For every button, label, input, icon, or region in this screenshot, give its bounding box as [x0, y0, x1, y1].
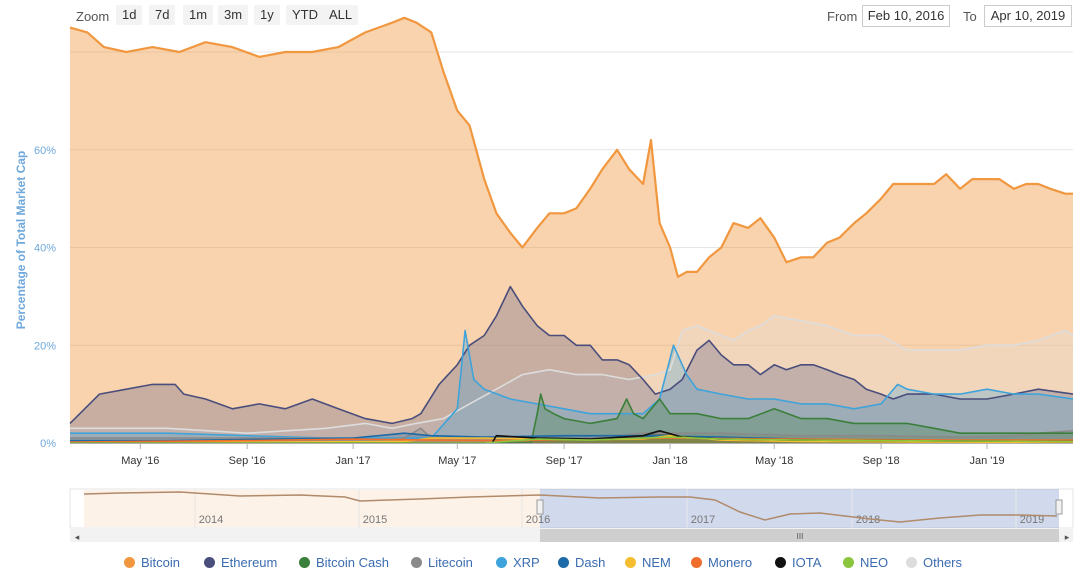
scroll-left-arrow-icon[interactable]: ◂ — [75, 532, 80, 542]
others-area — [70, 315, 1073, 443]
legend-item-dash[interactable]: Dash — [558, 555, 605, 570]
legend-item-nem[interactable]: NEM — [625, 555, 671, 570]
x-tick-label: Jan '17 — [336, 455, 371, 467]
others-line — [70, 315, 1074, 434]
legend-item-litecoin[interactable]: Litecoin — [411, 555, 473, 570]
x-tick-label: Sep '17 — [546, 455, 583, 467]
legend-dot-icon — [843, 557, 854, 568]
legend-dot-icon — [204, 557, 215, 568]
series-areas — [70, 17, 1073, 444]
legend-dot-icon — [411, 557, 422, 568]
y-tick-label: 0% — [40, 438, 56, 450]
bitcoin-cash-area — [70, 394, 1073, 443]
legend-item-neo[interactable]: NEO — [843, 555, 888, 570]
grid-lines — [70, 51, 1073, 346]
legend-label: XRP — [513, 555, 540, 570]
from-date-input[interactable]: Feb 10, 2016 — [862, 5, 950, 27]
legend-dot-icon — [496, 557, 507, 568]
legend-dot-icon — [906, 557, 917, 568]
x-axis: May '16 Sep '16 Jan '17 May '17 Sep '17 Jan '… — [70, 443, 1073, 467]
legend-item-ethereum[interactable]: Ethereum — [204, 555, 277, 570]
legend-label: Ethereum — [221, 555, 278, 570]
y-tick-label: 40% — [34, 243, 56, 255]
xrp-area — [70, 330, 1073, 443]
zoom-ytd-button[interactable]: YTD — [286, 5, 324, 25]
bitcoin-area — [70, 17, 1073, 444]
legend-label: IOTA — [792, 555, 822, 570]
legend-item-iota[interactable]: IOTA — [775, 555, 821, 570]
legend-dot-icon — [625, 557, 636, 568]
legend-label: Monero — [708, 555, 753, 570]
scroll-right-arrow-icon[interactable]: ▸ — [1065, 532, 1070, 542]
legend-item-others[interactable]: Others — [906, 555, 962, 570]
legend-label: Others — [923, 555, 963, 570]
navigator-left-handle — [536, 499, 544, 515]
zoom-3m-button[interactable]: 3m — [218, 5, 249, 25]
legend-item-bitcoin[interactable]: Bitcoin — [124, 555, 180, 570]
navigator[interactable]: 2014 2015 2016 2017 2018 2019 III ◂ ▸ — [69, 488, 1074, 542]
to-date-input[interactable]: Apr 10, 2019 — [984, 5, 1072, 27]
legend-dot-icon — [691, 557, 702, 568]
series-lines — [69, 16, 1074, 444]
zoom-all-button[interactable]: ALL — [323, 5, 359, 25]
scrollbar-thumb — [540, 529, 1059, 542]
legend-label: Bitcoin — [141, 555, 181, 570]
y-axis: 0% 20% 40% 60% — [34, 145, 56, 450]
x-tick-label: May '16 — [121, 455, 159, 467]
legend-label: Litecoin — [428, 555, 473, 570]
x-tick-label: Jan '18 — [652, 455, 687, 467]
navigator-year-label: 2016 — [526, 514, 550, 526]
navigator-year-label: 2014 — [199, 514, 223, 526]
x-tick-label: Sep '16 — [229, 455, 266, 467]
legend-dot-icon — [124, 557, 135, 568]
zoom-7d-button[interactable]: 7d — [149, 5, 176, 25]
ethereum-line — [69, 285, 1074, 425]
navigator-selection — [540, 489, 1059, 528]
legend-dot-icon — [558, 557, 569, 568]
from-label: From — [827, 9, 858, 24]
legend-item-xrp[interactable]: XRP — [496, 555, 540, 570]
navigator-series-line — [83, 491, 1058, 523]
market-cap-chart: May '16 Sep '16 Jan '17 May '17 Sep '17 Jan '… — [14, 16, 1074, 542]
toolbar: Zoom 1d 7d 1m 3m 1y YTD ALL From Feb 10,… — [0, 0, 1080, 34]
x-tick-label: May '17 — [438, 455, 476, 467]
legend-dot-icon — [299, 557, 310, 568]
navigator-right-handle — [1055, 499, 1063, 515]
scrollbar-grip-icon: III — [797, 532, 804, 541]
navigator-year-label: 2017 — [691, 514, 715, 526]
x-tick-label: Jan '19 — [969, 455, 1004, 467]
y-tick-label: 20% — [34, 340, 56, 352]
legend-label: Dash — [575, 555, 606, 570]
bitcoin-cash-line — [70, 393, 1073, 444]
y-axis-title: Percentage of Total Market Cap — [14, 151, 28, 330]
navigator-year-label: 2018 — [856, 514, 880, 526]
legend-item-bitcoin-cash[interactable]: Bitcoin Cash — [299, 555, 389, 570]
to-label: To — [963, 9, 977, 24]
legend: Bitcoin Ethereum Bitcoin Cash Litecoin XRP Da… — [0, 553, 1080, 573]
zoom-1m-button[interactable]: 1m — [183, 5, 214, 25]
legend-item-monero[interactable]: Monero — [691, 555, 752, 570]
navigator-year-label: 2019 — [1020, 514, 1044, 526]
navigator-year-label: 2015 — [363, 514, 387, 526]
legend-dot-icon — [775, 557, 786, 568]
y-tick-label: 60% — [34, 145, 56, 157]
x-tick-label: Sep '18 — [863, 455, 900, 467]
bitcoin-line — [69, 16, 1073, 278]
neo-line — [70, 436, 1074, 444]
legend-label: NEM — [642, 555, 671, 570]
zoom-label: Zoom — [76, 9, 110, 24]
legend-label: NEO — [860, 555, 889, 570]
legend-label: Bitcoin Cash — [316, 555, 389, 570]
x-tick-label: May '18 — [755, 455, 793, 467]
zoom-1y-button[interactable]: 1y — [254, 5, 280, 25]
xrp-line — [70, 329, 1074, 439]
zoom-1d-button[interactable]: 1d — [116, 5, 143, 25]
